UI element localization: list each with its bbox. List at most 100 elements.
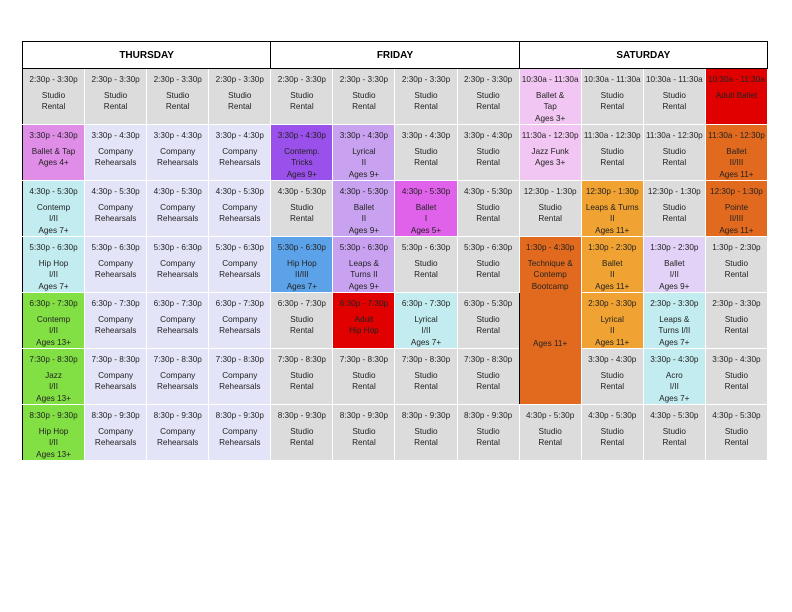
time: 4:30p - 5:30p [401, 187, 451, 196]
class-line: Technique & [527, 258, 573, 268]
class-line: Rental [227, 102, 252, 111]
class-cell: 4:30p - 5:30p Studio Rental [270, 180, 334, 237]
class-cell: 11:30a - 12:30p Studio Rental [580, 124, 644, 181]
class-line: Rehearsals [219, 214, 261, 223]
class-cell: 4:30p - 5:30p Contemp I/II Ages 7+ [21, 180, 86, 237]
time: 7:30p - 8:30p [153, 355, 202, 364]
time: 11:30a - 12:30p [583, 131, 641, 140]
class-line: Turns II [350, 270, 378, 279]
time: 1:30p - 2:30p [588, 243, 637, 252]
time: 8:30p - 9:30p [463, 411, 513, 420]
class-line: Rehearsals [219, 438, 261, 447]
class-line: Lyrical [352, 146, 376, 156]
class-cell: 4:30p - 5:30p Company Rehearsals [208, 180, 272, 237]
class-line: Ages 13+ [36, 449, 71, 459]
time: 3:30p - 4:30p [215, 131, 264, 140]
class-line: Rental [476, 102, 500, 111]
class-line: Rehearsals [94, 270, 137, 279]
class-line: Studio [662, 90, 686, 100]
class-line: Rental [662, 214, 687, 223]
class-line: Company [160, 202, 196, 212]
class-line: Rental [724, 270, 749, 279]
class-line: Rental [724, 438, 749, 447]
class-line: Rental [600, 102, 625, 111]
class-line: Rental [476, 382, 500, 391]
time: 10:30a - 11:30a [645, 75, 703, 84]
class-line: Company [160, 146, 196, 156]
time: 3:30p - 4:30p [153, 131, 202, 140]
class-line: Studio [414, 258, 438, 268]
time: 3:30p - 4:30p [712, 355, 761, 364]
time: 3:30p - 4:30p [401, 131, 451, 140]
class-line: Studio [228, 90, 252, 100]
time: 2:30p - 3:30p [91, 75, 140, 84]
class-cell: 3:30p - 4:30p Acro I/II Ages 7+ [642, 348, 706, 405]
class-line: Company [98, 370, 134, 380]
class-line: Company [160, 426, 196, 436]
time: 8:30p - 9:30p [277, 411, 326, 420]
class-line: Hip Hop [349, 326, 379, 335]
class-line: II/III [295, 270, 309, 279]
time: 3:30p - 4:30p [588, 355, 637, 364]
class-line: Rental [662, 102, 687, 111]
class-cell: 3:30p - 4:30p Studio Rental [580, 348, 644, 405]
class-line: Studio [414, 90, 438, 100]
class-line: Rehearsals [219, 326, 261, 335]
time: 6:30p - 7:30p [215, 299, 264, 308]
class-cell: 7:30p - 8:30p Company Rehearsals [208, 348, 272, 405]
time: 3:30p - 4:30p [463, 131, 513, 140]
class-line: Rental [538, 214, 562, 223]
time-row: 6:30p - 7:30p Contemp I/II Ages 13+ 6:30p - … [21, 292, 769, 349]
class-cell: 1:30p - 2:30p Ballet I/II Ages 9+ [642, 236, 706, 293]
class-line: Bootcamp [531, 281, 569, 291]
time: 7:30p - 8:30p [277, 355, 326, 364]
class-line: I/II [669, 270, 679, 279]
class-line: Ages 5+ [410, 225, 442, 235]
class-line: Studio [290, 90, 314, 100]
class-line: II [361, 158, 367, 167]
time: 12:30p - 1:30p [585, 187, 639, 196]
class-line: Studio [414, 370, 438, 380]
time: 6:30p - 5:30p [463, 299, 513, 308]
class-line: I/II [48, 326, 59, 335]
class-line: Leaps & [348, 258, 379, 268]
time: 3:30p - 4:30p [277, 131, 326, 140]
class-cell: 7:30p - 8:30p Studio Rental [270, 348, 334, 405]
class-line: Studio [724, 314, 749, 324]
class-line: Contemp [533, 270, 567, 279]
class-line: Rental [290, 214, 314, 223]
time: 11:30a - 12:30p [521, 131, 579, 140]
class-cell: 1:30p - 4:30p Technique & Contemp Bootcamp A… [518, 236, 582, 405]
class-cell: 2:30p - 3:30p Leaps & Turns I/II Ages 7+ [642, 292, 706, 349]
time: 5:30p - 6:30p [277, 243, 326, 252]
class-line: Ballet [415, 202, 437, 212]
time: 8:30p - 9:30p [401, 411, 451, 420]
class-cell: 6:30p - 7:30p Studio Rental [270, 292, 334, 349]
class-cell: 7:30p - 8:30p Studio Rental [456, 348, 520, 405]
class-line: Ballet & [536, 90, 565, 100]
class-cell: 2:30p - 3:30p Lyrical II Ages 11+ [580, 292, 644, 349]
class-line: Contemp [36, 314, 71, 324]
time: 5:30p - 6:30p [29, 243, 78, 252]
time: 3:30p - 4:30p [339, 131, 389, 140]
time: 4:30p - 5:30p [650, 411, 699, 420]
class-line: Leaps & Turns [585, 202, 639, 212]
class-line: Rental [476, 438, 500, 447]
class-line: Rehearsals [94, 214, 137, 223]
class-line: Studio [290, 426, 314, 436]
class-line: II [609, 214, 615, 223]
class-line: Hip Hop [38, 426, 69, 436]
time: 7:30p - 8:30p [339, 355, 389, 364]
class-line: Adult Ballet [715, 90, 758, 100]
class-cell: 6:30p - 5:30p Studio Rental [456, 292, 520, 349]
class-line: Rehearsals [219, 270, 261, 279]
class-cell: 11:30a - 12:30p Studio Rental [642, 124, 706, 181]
time-row: 8:30p - 9:30p Hip Hop I/II Ages 13+ 8:30p - … [21, 404, 769, 461]
time: 7:30p - 8:30p [215, 355, 264, 364]
class-cell: 8:30p - 9:30p Studio Rental [456, 404, 520, 461]
time: 10:30a - 11:30a [583, 75, 641, 84]
class-line: Contemp [36, 202, 71, 212]
class-cell: 4:30p - 5:30p Ballet I Ages 5+ [394, 180, 458, 237]
class-line: I/II [48, 270, 59, 279]
class-line: Studio [290, 202, 314, 212]
